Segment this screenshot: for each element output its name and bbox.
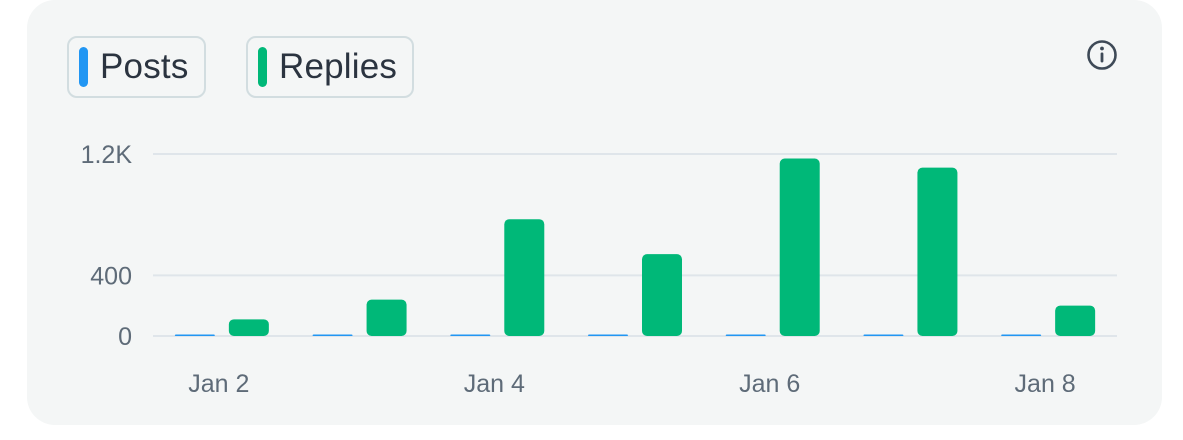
- bars: [174, 158, 1096, 337]
- x-axis-ticks: Jan 2 Jan 4 Jan 6 Jan 8: [188, 370, 1075, 398]
- legend-replies-toggle[interactable]: Replies: [246, 36, 414, 98]
- x-tick-label: Jan 2: [188, 370, 249, 398]
- legend-posts-toggle[interactable]: Posts: [67, 36, 206, 98]
- bar-replies[interactable]: [504, 219, 545, 336]
- bar-replies[interactable]: [779, 158, 820, 336]
- bar-replies[interactable]: [642, 254, 682, 336]
- replies-swatch: [258, 47, 267, 87]
- bar-posts[interactable]: [174, 334, 215, 337]
- bar-replies[interactable]: [228, 319, 269, 336]
- gridlines: [153, 153, 1117, 337]
- posts-swatch: [79, 47, 88, 87]
- y-axis-ticks: 0 400 1.2K: [81, 141, 133, 351]
- bar-replies[interactable]: [917, 167, 958, 336]
- bar-posts[interactable]: [725, 334, 766, 337]
- legend-replies-label: Replies: [279, 47, 398, 86]
- bar-posts[interactable]: [588, 334, 628, 337]
- bar-replies[interactable]: [366, 299, 407, 336]
- y-tick-label: 1.2K: [81, 141, 133, 169]
- bar-posts[interactable]: [450, 334, 491, 337]
- x-tick-label: Jan 4: [464, 370, 525, 398]
- bar-posts[interactable]: [312, 334, 353, 337]
- y-tick-label: 0: [118, 323, 132, 351]
- bar-replies[interactable]: [1055, 305, 1096, 336]
- y-tick-label: 400: [90, 262, 132, 290]
- bar-posts[interactable]: [1001, 334, 1042, 337]
- info-circle-icon[interactable]: [1085, 38, 1119, 72]
- bar-posts[interactable]: [863, 334, 904, 337]
- chart-card: Posts Replies: [27, 0, 1162, 425]
- x-tick-label: Jan 6: [739, 370, 800, 398]
- legend-posts-label: Posts: [100, 47, 189, 86]
- x-tick-label: Jan 8: [1015, 370, 1076, 398]
